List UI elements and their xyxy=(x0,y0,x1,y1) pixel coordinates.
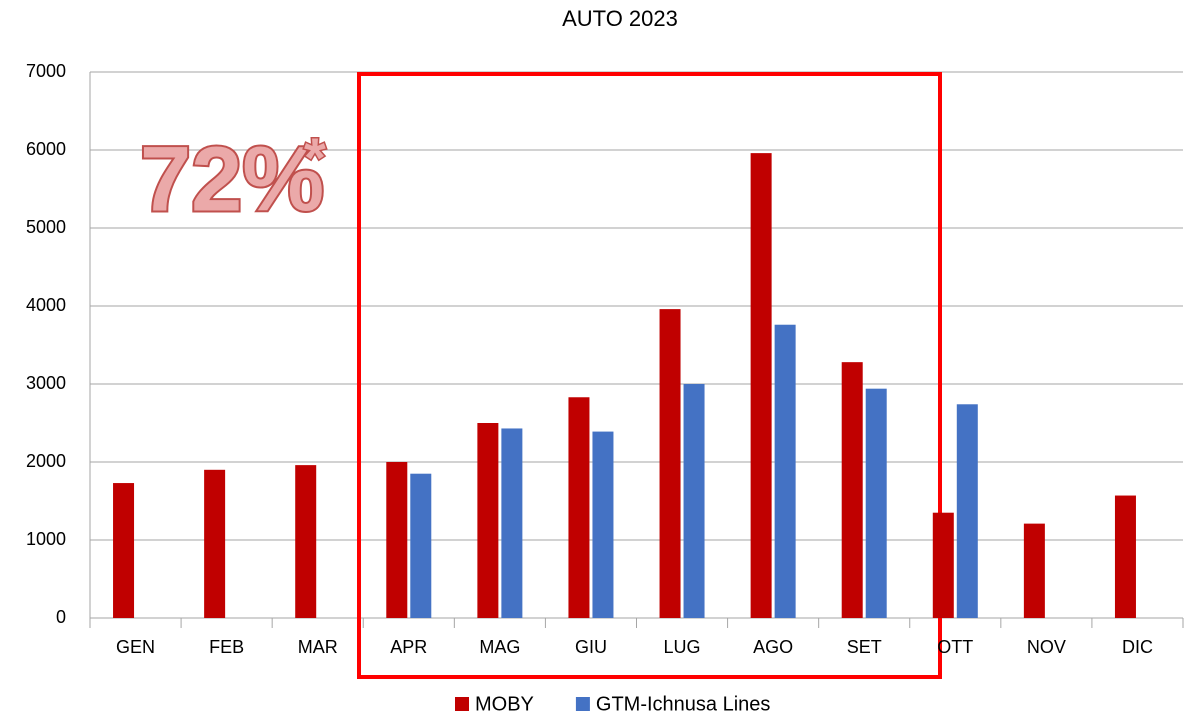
y-tick-label: 5000 xyxy=(26,217,66,237)
y-tick-label: 7000 xyxy=(26,61,66,81)
legend-swatch xyxy=(575,697,590,711)
bar xyxy=(956,404,978,618)
bar xyxy=(477,423,499,618)
x-tick-label: OTT xyxy=(937,637,973,657)
chart-title: AUTO 2023 xyxy=(562,6,678,31)
y-tick-label: 6000 xyxy=(26,139,66,159)
bar xyxy=(295,465,317,618)
bar xyxy=(204,469,226,618)
y-tick-label: 2000 xyxy=(26,451,66,471)
bar xyxy=(386,462,408,618)
x-tick-label: GEN xyxy=(116,637,155,657)
bar xyxy=(113,483,135,618)
legend-label: GTM-Ichnusa Lines xyxy=(596,693,771,714)
x-tick-label: APR xyxy=(390,637,427,657)
x-tick-label: GIU xyxy=(575,637,607,657)
bar xyxy=(865,388,887,618)
y-tick-label: 3000 xyxy=(26,373,66,393)
y-tick-label: 4000 xyxy=(26,295,66,315)
annotation: 72% xyxy=(140,128,324,230)
bar xyxy=(592,431,614,618)
legend-swatch xyxy=(455,697,469,711)
bar xyxy=(659,309,681,618)
legend-label: MOBY xyxy=(475,693,534,714)
bar xyxy=(501,428,523,618)
annotation-note: * xyxy=(304,126,326,189)
bar xyxy=(568,397,590,618)
x-tick-label: SET xyxy=(847,637,882,657)
bar xyxy=(1114,495,1136,618)
bar xyxy=(841,362,863,618)
y-tick-label: 1000 xyxy=(26,529,66,549)
x-tick-label: MAR xyxy=(298,637,338,657)
x-tick-label: LUG xyxy=(664,637,701,657)
x-tick-label: MAG xyxy=(479,637,520,657)
x-tick-label: AGO xyxy=(753,637,793,657)
bar xyxy=(750,153,772,618)
x-tick-label: DIC xyxy=(1122,637,1153,657)
bar xyxy=(410,473,432,618)
bar xyxy=(932,512,954,618)
y-tick-label: 0 xyxy=(56,607,66,627)
x-tick-label: FEB xyxy=(209,637,244,657)
bar xyxy=(774,324,796,618)
bar xyxy=(1023,523,1045,618)
highlight-box xyxy=(357,72,942,679)
x-tick-label: NOV xyxy=(1027,637,1066,657)
bar xyxy=(683,384,705,618)
